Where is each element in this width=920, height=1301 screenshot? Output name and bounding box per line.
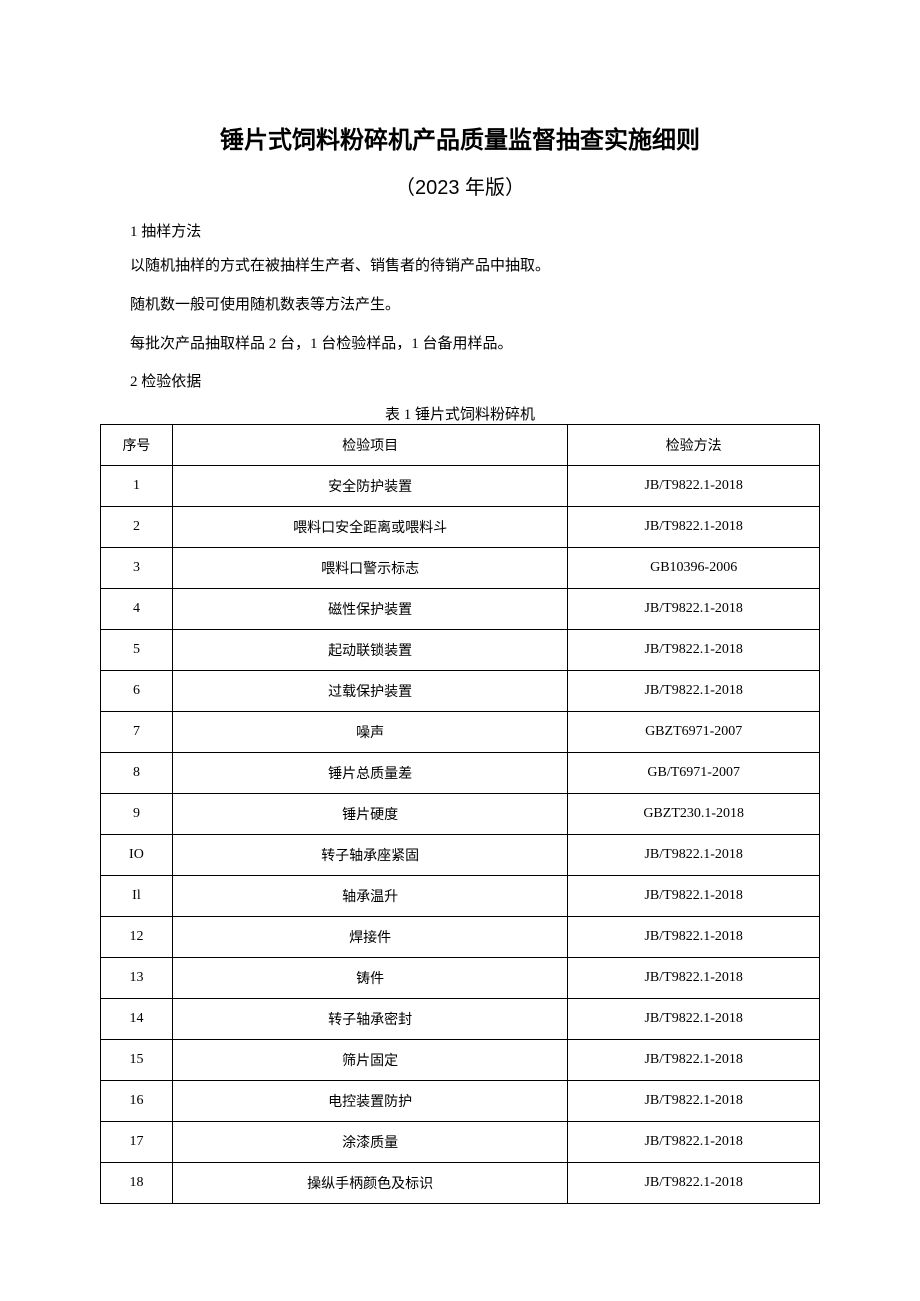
table-row: 8 锤片总质量差 GB/T6971-2007 <box>101 753 820 794</box>
cell-seq: 3 <box>101 548 173 589</box>
cell-item: 过载保护装置 <box>172 671 567 712</box>
cell-item: 轴承温升 <box>172 876 567 917</box>
inspection-table: 序号 检验项目 检验方法 1 安全防护装置 JB/T9822.1-2018 2 … <box>100 424 820 1204</box>
table-header-row: 序号 检验项目 检验方法 <box>101 425 820 466</box>
cell-seq: 1 <box>101 466 173 507</box>
cell-method: JB/T9822.1-2018 <box>568 958 820 999</box>
cell-method: JB/T9822.1-2018 <box>568 1163 820 1204</box>
table-row: IO 转子轴承座紧固 JB/T9822.1-2018 <box>101 835 820 876</box>
cell-seq: 12 <box>101 917 173 958</box>
cell-item: 锤片总质量差 <box>172 753 567 794</box>
cell-item: 安全防护装置 <box>172 466 567 507</box>
cell-item: 噪声 <box>172 712 567 753</box>
cell-seq: 4 <box>101 589 173 630</box>
cell-seq: Il <box>101 876 173 917</box>
cell-seq: 5 <box>101 630 173 671</box>
cell-seq: 14 <box>101 999 173 1040</box>
cell-method: GBZT6971-2007 <box>568 712 820 753</box>
cell-seq: 7 <box>101 712 173 753</box>
cell-seq: 6 <box>101 671 173 712</box>
document-title: 锤片式饲料粉碎机产品质量监督抽查实施细则 <box>100 120 820 155</box>
table-row: 5 起动联锁装置 JB/T9822.1-2018 <box>101 630 820 671</box>
cell-method: GB10396-2006 <box>568 548 820 589</box>
cell-method: GB/T6971-2007 <box>568 753 820 794</box>
cell-method: JB/T9822.1-2018 <box>568 917 820 958</box>
cell-seq: 17 <box>101 1122 173 1163</box>
cell-item: 磁性保护装置 <box>172 589 567 630</box>
cell-item: 起动联锁装置 <box>172 630 567 671</box>
cell-method: JB/T9822.1-2018 <box>568 1040 820 1081</box>
cell-method: GBZT230.1-2018 <box>568 794 820 835</box>
cell-item: 筛片固定 <box>172 1040 567 1081</box>
cell-item: 操纵手柄颜色及标识 <box>172 1163 567 1204</box>
table-row: 7 噪声 GBZT6971-2007 <box>101 712 820 753</box>
document-subtitle: （2023 年版） <box>100 171 820 200</box>
cell-seq: 18 <box>101 1163 173 1204</box>
table-row: 12 焊接件 JB/T9822.1-2018 <box>101 917 820 958</box>
cell-seq: 8 <box>101 753 173 794</box>
table-row: 16 电控装置防护 JB/T9822.1-2018 <box>101 1081 820 1122</box>
cell-method: JB/T9822.1-2018 <box>568 999 820 1040</box>
cell-seq: 13 <box>101 958 173 999</box>
table-row: 14 转子轴承密封 JB/T9822.1-2018 <box>101 999 820 1040</box>
cell-seq: 16 <box>101 1081 173 1122</box>
cell-method: JB/T9822.1-2018 <box>568 507 820 548</box>
table-row: 13 铸件 JB/T9822.1-2018 <box>101 958 820 999</box>
cell-method: JB/T9822.1-2018 <box>568 466 820 507</box>
section-1-paragraph-3: 每批次产品抽取样品 2 台，1 台检验样品，1 台备用样品。 <box>100 331 820 358</box>
cell-method: JB/T9822.1-2018 <box>568 671 820 712</box>
table-row: 18 操纵手柄颜色及标识 JB/T9822.1-2018 <box>101 1163 820 1204</box>
cell-item: 喂料口警示标志 <box>172 548 567 589</box>
table-row: 15 筛片固定 JB/T9822.1-2018 <box>101 1040 820 1081</box>
table-caption: 表 1 锤片式饲料粉碎机 <box>100 403 820 424</box>
table-row: 3 喂料口警示标志 GB10396-2006 <box>101 548 820 589</box>
cell-item: 锤片硬度 <box>172 794 567 835</box>
cell-method: JB/T9822.1-2018 <box>568 1081 820 1122</box>
cell-seq: 9 <box>101 794 173 835</box>
cell-method: JB/T9822.1-2018 <box>568 589 820 630</box>
cell-seq: IO <box>101 835 173 876</box>
table-header-method: 检验方法 <box>568 425 820 466</box>
table-row: 4 磁性保护装置 JB/T9822.1-2018 <box>101 589 820 630</box>
cell-item: 铸件 <box>172 958 567 999</box>
cell-seq: 2 <box>101 507 173 548</box>
cell-method: JB/T9822.1-2018 <box>568 630 820 671</box>
section-1-paragraph-1: 以随机抽样的方式在被抽样生产者、销售者的待销产品中抽取。 <box>100 253 820 280</box>
table-body: 1 安全防护装置 JB/T9822.1-2018 2 喂料口安全距离或喂料斗 J… <box>101 466 820 1204</box>
cell-item: 涂漆质量 <box>172 1122 567 1163</box>
section-1-paragraph-2: 随机数一般可使用随机数表等方法产生。 <box>100 292 820 319</box>
cell-method: JB/T9822.1-2018 <box>568 876 820 917</box>
table-row: 2 喂料口安全距离或喂料斗 JB/T9822.1-2018 <box>101 507 820 548</box>
table-header-item: 检验项目 <box>172 425 567 466</box>
cell-item: 电控装置防护 <box>172 1081 567 1122</box>
cell-method: JB/T9822.1-2018 <box>568 1122 820 1163</box>
table-row: Il 轴承温升 JB/T9822.1-2018 <box>101 876 820 917</box>
cell-seq: 15 <box>101 1040 173 1081</box>
cell-item: 焊接件 <box>172 917 567 958</box>
section-2-heading: 2 检验依据 <box>100 370 820 391</box>
section-1-heading: 1 抽样方法 <box>100 220 820 241</box>
table-row: 9 锤片硬度 GBZT230.1-2018 <box>101 794 820 835</box>
cell-item: 喂料口安全距离或喂料斗 <box>172 507 567 548</box>
table-header-seq: 序号 <box>101 425 173 466</box>
table-row: 6 过载保护装置 JB/T9822.1-2018 <box>101 671 820 712</box>
cell-method: JB/T9822.1-2018 <box>568 835 820 876</box>
table-row: 1 安全防护装置 JB/T9822.1-2018 <box>101 466 820 507</box>
cell-item: 转子轴承密封 <box>172 999 567 1040</box>
cell-item: 转子轴承座紧固 <box>172 835 567 876</box>
table-row: 17 涂漆质量 JB/T9822.1-2018 <box>101 1122 820 1163</box>
